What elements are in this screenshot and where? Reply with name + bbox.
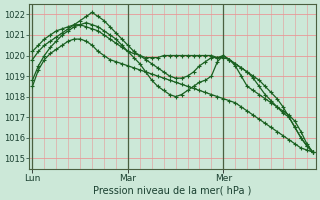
X-axis label: Pression niveau de la mer( hPa ): Pression niveau de la mer( hPa ) [93, 186, 252, 196]
